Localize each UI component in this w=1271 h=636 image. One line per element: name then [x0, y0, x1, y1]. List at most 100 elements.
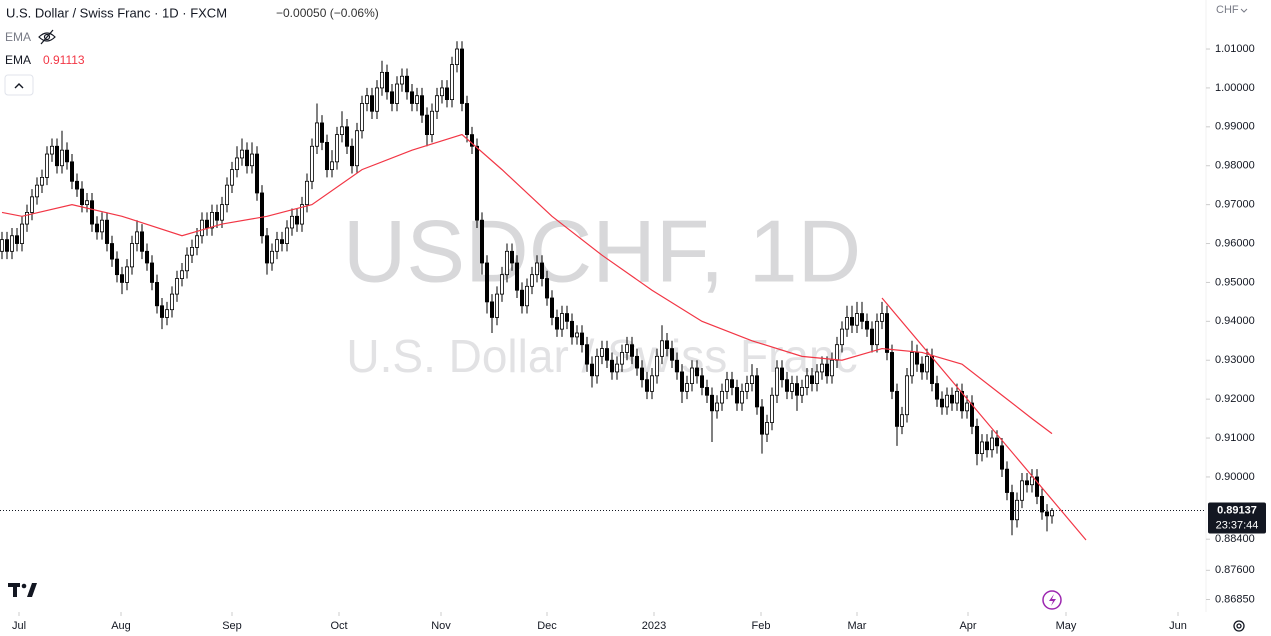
- candle-body: [630, 344, 635, 357]
- candle-body: [955, 390, 960, 404]
- candle-body: [65, 149, 70, 163]
- candle-body: [695, 367, 700, 377]
- candle-body: [640, 367, 645, 381]
- symbol-title[interactable]: U.S. Dollar / Swiss Franc · 1D · FXCM: [6, 5, 227, 20]
- candle-body: [735, 387, 740, 404]
- indicator-name[interactable]: EMA: [5, 30, 31, 44]
- hide-icon[interactable]: [38, 29, 56, 45]
- y-tick-label: 0.98000: [1215, 160, 1255, 172]
- candle-body: [770, 394, 775, 423]
- candle-body: [219, 204, 224, 221]
- candle-body: [795, 383, 800, 396]
- candle-body: [920, 363, 925, 373]
- candle-body: [95, 223, 100, 233]
- candle-body: [389, 91, 394, 104]
- countdown: 23:37:44: [1216, 519, 1259, 531]
- candle-body: [349, 145, 354, 167]
- candle-body: [985, 441, 990, 451]
- candle-body: [1040, 496, 1045, 513]
- candle-body: [680, 371, 685, 392]
- candle-body: [394, 83, 399, 104]
- candle-body: [560, 313, 565, 330]
- candle-body: [169, 293, 174, 311]
- candle-body: [635, 355, 640, 369]
- candle-body: [139, 231, 144, 252]
- candle-body: [374, 87, 379, 112]
- candle-body: [1025, 480, 1030, 486]
- candle-body: [615, 363, 620, 373]
- candle-body: [294, 215, 299, 225]
- candle-body: [299, 204, 304, 225]
- candle-body: [254, 153, 259, 194]
- x-tick-label: Mar: [848, 620, 867, 632]
- candle-body: [449, 64, 454, 100]
- candle-body: [364, 95, 369, 104]
- ema-line: [1, 133, 1053, 435]
- candle-body: [700, 375, 705, 388]
- candle-body: [675, 359, 680, 373]
- candle-body: [494, 293, 499, 318]
- currency[interactable]: CHF: [1216, 4, 1239, 16]
- candle-body: [85, 200, 90, 206]
- settings-icon[interactable]: [1233, 620, 1245, 632]
- candle-body: [174, 278, 179, 295]
- candle-body: [14, 235, 19, 244]
- candle-body: [484, 262, 489, 303]
- candle-body: [199, 219, 204, 237]
- candle-body: [244, 149, 249, 167]
- candle-body: [229, 169, 234, 186]
- candle-body: [464, 103, 469, 136]
- indicator-name[interactable]: EMA: [5, 53, 31, 67]
- candle-body: [575, 332, 580, 338]
- candle-body: [725, 379, 730, 392]
- candle-body: [905, 375, 910, 416]
- y-tick-label: 0.93000: [1215, 354, 1255, 366]
- candle-body: [610, 359, 615, 373]
- candle-body: [970, 402, 975, 427]
- candle-body: [50, 145, 55, 155]
- candle-body: [424, 114, 429, 136]
- candle-body: [40, 176, 45, 186]
- plot: [0, 41, 1087, 541]
- y-tick-label: 0.94000: [1215, 315, 1255, 327]
- candle-body: [840, 328, 845, 346]
- candle-body: [125, 266, 130, 283]
- candle-body: [885, 313, 890, 353]
- candle-body: [129, 243, 134, 268]
- candle-body: [715, 402, 720, 412]
- candle-body: [815, 371, 820, 384]
- candle-body: [279, 239, 284, 244]
- candle-body: [379, 71, 384, 89]
- collapse-button[interactable]: [4, 74, 34, 96]
- candle-body: [775, 367, 780, 396]
- candle-body: [344, 126, 349, 147]
- candle-body: [625, 344, 630, 353]
- candle-body: [234, 157, 239, 171]
- candle-body: [399, 75, 404, 85]
- candle-body: [489, 301, 494, 318]
- candle-body: [730, 379, 735, 388]
- candle-body: [860, 313, 865, 322]
- lightning-icon[interactable]: [1042, 590, 1062, 610]
- candle-body: [5, 239, 10, 252]
- candle-body: [9, 235, 14, 252]
- candle-body: [550, 297, 555, 318]
- candle-body: [264, 235, 269, 264]
- candle-body: [45, 153, 50, 178]
- x-tick-label: Nov: [431, 620, 451, 632]
- candle-body: [90, 200, 95, 225]
- candle-body: [29, 196, 34, 213]
- trend-line: [881, 297, 1087, 541]
- candle-body: [740, 390, 745, 404]
- candle-body: [214, 212, 219, 221]
- candle-body: [720, 390, 725, 404]
- x-tick-label: Dec: [537, 620, 557, 632]
- candle-body: [339, 126, 344, 136]
- x-tick-label: Sep: [222, 620, 242, 632]
- candle-body: [660, 340, 665, 357]
- candle-body: [509, 250, 514, 264]
- x-tick-label: Apr: [959, 620, 976, 632]
- candle-body: [710, 394, 715, 412]
- y-tick-label: 0.97000: [1215, 199, 1255, 211]
